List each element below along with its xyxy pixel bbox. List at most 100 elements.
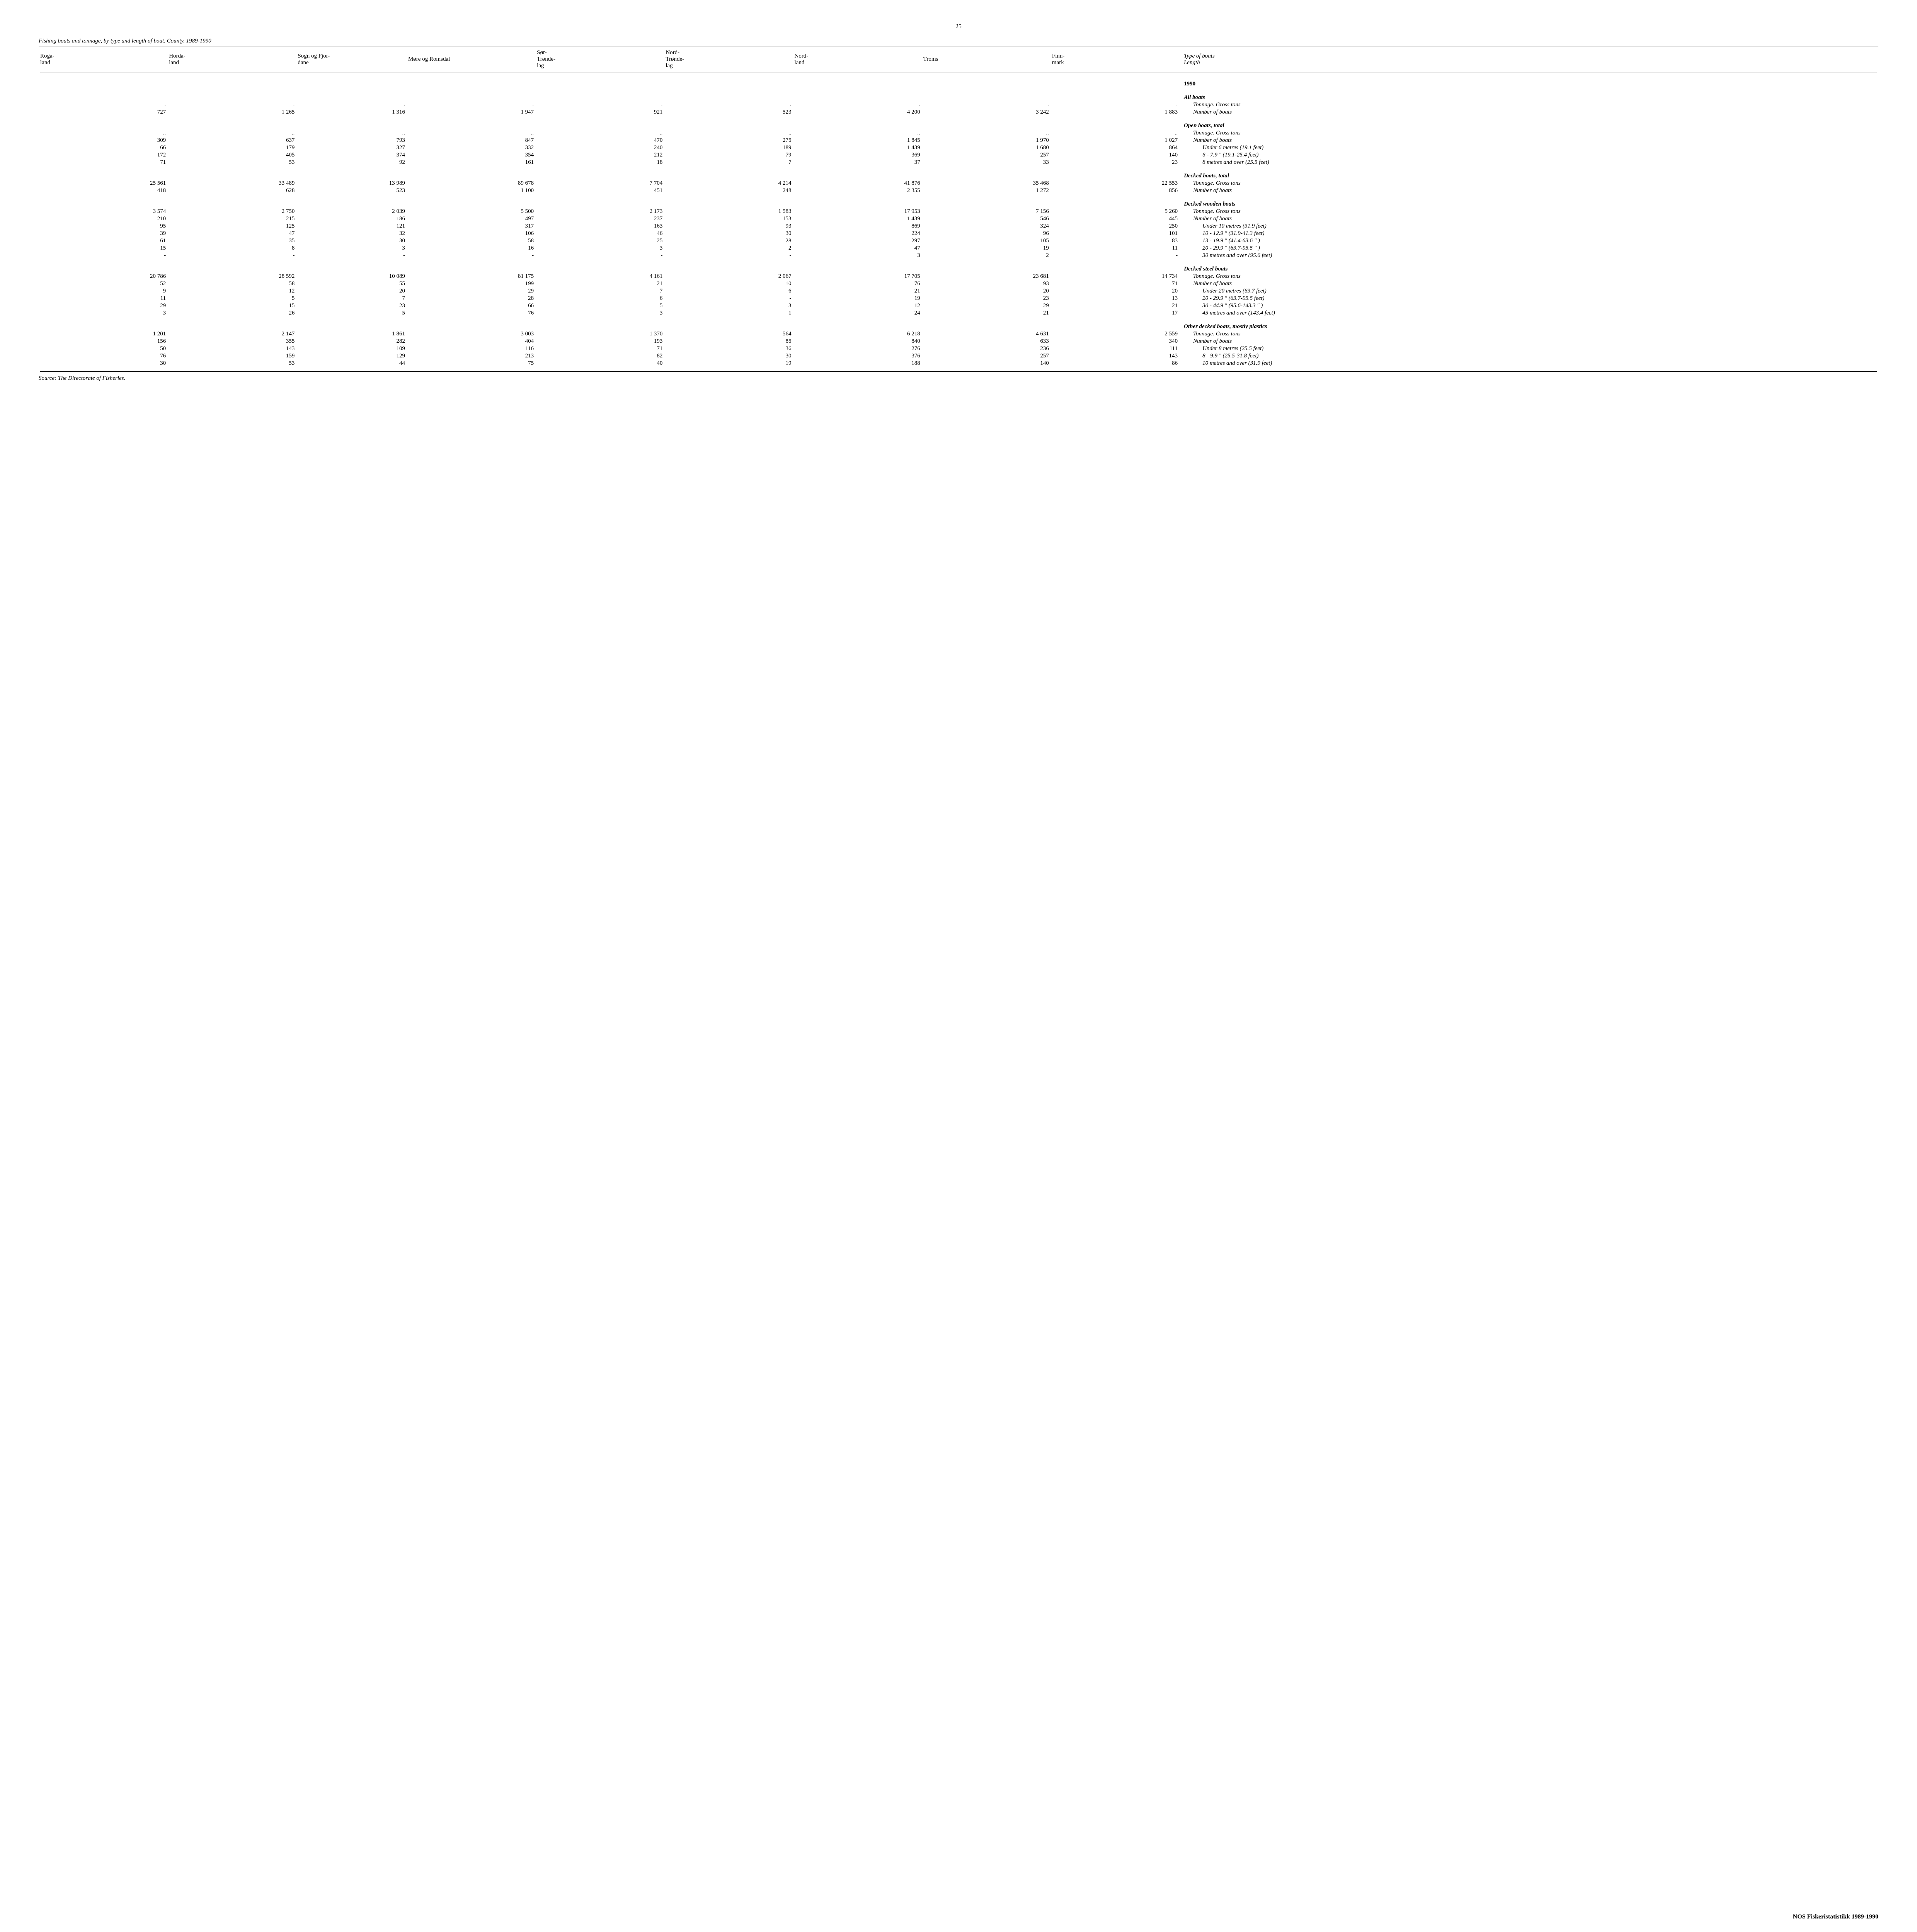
table-cell: 237 xyxy=(535,215,664,223)
row-label: Tonnage. Gross tons xyxy=(1179,101,1878,109)
table-cell: 172 xyxy=(39,151,167,159)
table-cell: 257 xyxy=(922,352,1050,360)
table-cell: 6 218 xyxy=(793,330,922,338)
publication-footer: NOS Fiskeristatistikk 1989-1990 xyxy=(1793,1913,1878,1920)
row-label: Tonnage. Gross tons xyxy=(1179,180,1878,187)
table-cell: 1 970 xyxy=(922,137,1050,144)
table-cell: 1 316 xyxy=(296,109,407,116)
table-cell: 332 xyxy=(407,144,535,151)
table-cell: 96 xyxy=(922,230,1050,237)
table-cell: 25 xyxy=(535,237,664,245)
table-cell: 33 489 xyxy=(167,180,296,187)
table-cell: 20 xyxy=(1050,287,1179,295)
table-cell: 8 xyxy=(167,245,296,252)
row-label: 10 - 12.9 " (31.9-41.3 feet) xyxy=(1179,230,1878,237)
table-cell: - xyxy=(39,252,167,259)
table-cell: 19 xyxy=(922,245,1050,252)
table-cell: 47 xyxy=(167,230,296,237)
table-cell: 111 xyxy=(1050,345,1179,352)
table-cell: 159 xyxy=(167,352,296,360)
data-table: Roga-landHorda-landSogn og Fjor-daneMøre… xyxy=(39,47,1878,373)
table-cell: 41 876 xyxy=(793,180,922,187)
table-cell: .. xyxy=(664,129,793,137)
table-cell: 17 xyxy=(1050,310,1179,317)
table-cell: 5 500 xyxy=(407,208,535,215)
table-cell: 18 xyxy=(535,159,664,166)
table-cell: . xyxy=(39,101,167,109)
table-cell: 36 xyxy=(664,345,793,352)
table-cell: .. xyxy=(1050,129,1179,137)
table-cell: 13 989 xyxy=(296,180,407,187)
table-cell: 23 681 xyxy=(922,273,1050,280)
table-cell: 29 xyxy=(922,302,1050,310)
row-label: Number of boats xyxy=(1179,338,1878,345)
table-cell: 15 xyxy=(39,245,167,252)
table-cell: 1 201 xyxy=(39,330,167,338)
table-cell: 101 xyxy=(1050,230,1179,237)
table-cell: 1 845 xyxy=(793,137,922,144)
table-cell: 53 xyxy=(167,360,296,367)
table-cell: 25 561 xyxy=(39,180,167,187)
table-cell: 7 156 xyxy=(922,208,1050,215)
table-cell: 275 xyxy=(664,137,793,144)
table-cell: - xyxy=(535,252,664,259)
table-cell: 5 260 xyxy=(1050,208,1179,215)
table-cell: 2 173 xyxy=(535,208,664,215)
row-label: Tonnage. Gross tons xyxy=(1179,273,1878,280)
table-cell: 7 704 xyxy=(535,180,664,187)
table-cell: 869 xyxy=(793,223,922,230)
table-cell: 451 xyxy=(535,187,664,194)
table-cell: 35 xyxy=(167,237,296,245)
table-cell: 1 583 xyxy=(664,208,793,215)
table-cell: 28 xyxy=(407,295,535,302)
table-cell: 354 xyxy=(407,151,535,159)
table-cell: . xyxy=(1050,101,1179,109)
col-header-6: Nord-land xyxy=(793,47,922,71)
table-cell: 125 xyxy=(167,223,296,230)
table-cell: 14 734 xyxy=(1050,273,1179,280)
table-cell: 30 xyxy=(664,230,793,237)
table-cell: 6 xyxy=(535,295,664,302)
table-cell: 1 861 xyxy=(296,330,407,338)
table-cell: 21 xyxy=(535,280,664,287)
table-cell: 523 xyxy=(664,109,793,116)
table-cell: 17 953 xyxy=(793,208,922,215)
source-line: Source: The Directorate of Fisheries. xyxy=(39,375,1878,382)
table-cell: 340 xyxy=(1050,338,1179,345)
table-cell: 79 xyxy=(664,151,793,159)
table-cell: 11 xyxy=(1050,245,1179,252)
table-cell: .. xyxy=(167,129,296,137)
table-cell: 109 xyxy=(296,345,407,352)
table-cell: 3 xyxy=(535,245,664,252)
table-cell: 30 xyxy=(664,352,793,360)
section-header: Other decked boats, mostly plastics xyxy=(1179,323,1878,330)
table-cell: 199 xyxy=(407,280,535,287)
table-cell: . xyxy=(535,101,664,109)
table-cell: 116 xyxy=(407,345,535,352)
table-cell: 58 xyxy=(167,280,296,287)
table-cell: 1 265 xyxy=(167,109,296,116)
table-cell: 121 xyxy=(296,223,407,230)
table-cell: 6 xyxy=(664,287,793,295)
col-header-7: Troms xyxy=(922,47,1050,71)
col-header-2: Sogn og Fjor-dane xyxy=(296,47,407,71)
table-cell: 633 xyxy=(922,338,1050,345)
table-cell: 153 xyxy=(664,215,793,223)
table-cell: 33 xyxy=(922,159,1050,166)
label-header: Type of boatsLength xyxy=(1179,47,1878,71)
table-cell: 1 272 xyxy=(922,187,1050,194)
table-cell: 29 xyxy=(39,302,167,310)
table-cell: 250 xyxy=(1050,223,1179,230)
row-label: Number of boats xyxy=(1179,215,1878,223)
table-cell: 105 xyxy=(922,237,1050,245)
table-cell: 16 xyxy=(407,245,535,252)
table-cell: 93 xyxy=(922,280,1050,287)
table-cell: 546 xyxy=(922,215,1050,223)
table-cell: 23 xyxy=(922,295,1050,302)
row-label: Tonnage. Gross tons xyxy=(1179,129,1878,137)
table-cell: 86 xyxy=(1050,360,1179,367)
row-label: 45 metres and over (143.4 feet) xyxy=(1179,310,1878,317)
table-cell: .. xyxy=(793,129,922,137)
table-cell: 82 xyxy=(535,352,664,360)
table-cell: 61 xyxy=(39,237,167,245)
